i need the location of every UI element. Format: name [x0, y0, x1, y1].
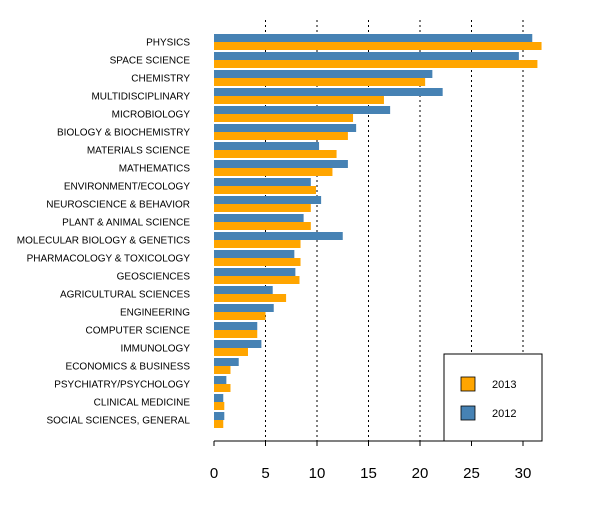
bar-2013-plant-animal-science	[214, 222, 311, 230]
bar-2013-agricultural-sciences	[214, 294, 287, 302]
bar-2013-geosciences	[214, 276, 300, 284]
legend: 2013 2012	[443, 353, 543, 442]
bar-2012-neuroscience-behavior	[214, 196, 322, 204]
category-label-environment-ecology: ENVIRONMENT/ECOLOGY	[64, 182, 190, 193]
bar-2013-mathematics	[214, 168, 333, 176]
bar-2013-biology-biochemistry	[214, 132, 348, 140]
category-label-space-science: SPACE SCIENCE	[110, 56, 191, 67]
bar-2013-economics-business	[214, 366, 231, 374]
tick-label-20: 20	[412, 465, 429, 482]
bar-2012-multidisciplinary	[214, 88, 443, 96]
bar-2013-neuroscience-behavior	[214, 204, 311, 212]
category-label-psychiatry-psychology: PSYCHIATRY/PSYCHOLOGY	[54, 380, 190, 391]
bar-2013-space-science	[214, 60, 538, 68]
bar-2013-environment-ecology	[214, 186, 316, 194]
legend-box	[443, 353, 543, 442]
bar-2013-pharmacology-toxicology	[214, 258, 301, 266]
tick-label-15: 15	[360, 465, 377, 482]
category-label-computer-science: COMPUTER SCIENCE	[86, 326, 191, 337]
bar-2013-chemistry	[214, 78, 426, 86]
bar-2013-multidisciplinary	[214, 96, 384, 104]
category-label-physics: PHYSICS	[146, 38, 190, 49]
tick-label-5: 5	[261, 465, 269, 482]
bar-2012-geosciences	[214, 268, 296, 276]
x-axis-ticks: 0 5 10 15 20 25 30	[210, 441, 532, 482]
bar-2012-social-sciences-general	[214, 412, 225, 420]
bar-2013-social-sciences-general	[214, 420, 224, 428]
bar-2013-psychiatry-psychology	[214, 384, 231, 392]
bar-2012-space-science	[214, 52, 519, 60]
bar-2013-microbiology	[214, 114, 354, 122]
category-label-engineering: ENGINEERING	[120, 308, 190, 319]
category-label-social-sciences-general: SOCIAL SCIENCES, GENERAL	[46, 416, 190, 427]
bar-2012-computer-science	[214, 322, 258, 330]
category-label-multidisciplinary: MULTIDISCIPLINARY	[91, 92, 190, 103]
bar-2012-materials-science	[214, 142, 320, 150]
category-label-immunology: IMMUNOLOGY	[121, 344, 191, 355]
bar-2013-computer-science	[214, 330, 258, 338]
category-label-mathematics: MATHEMATICS	[119, 164, 191, 175]
bar-2012-environment-ecology	[214, 178, 311, 186]
category-label-chemistry: CHEMISTRY	[131, 74, 190, 85]
bar-2012-psychiatry-psychology	[214, 376, 227, 384]
category-label-economics-business: ECONOMICS & BUSINESS	[66, 362, 191, 373]
tick-label-10: 10	[309, 465, 326, 482]
category-label-materials-science: MATERIALS SCIENCE	[87, 146, 190, 157]
category-label-molecular-biology-genetics: MOLECULAR BIOLOGY & GENETICS	[17, 236, 191, 247]
bar-2013-engineering	[214, 312, 266, 320]
tick-label-0: 0	[210, 465, 218, 482]
bar-2012-biology-biochemistry	[214, 124, 357, 132]
category-labels: PHYSICS SPACE SCIENCE CHEMISTRY MULTIDISCIP…	[17, 38, 191, 427]
bar-2013-materials-science	[214, 150, 337, 158]
bar-2013-immunology	[214, 348, 248, 356]
bar-2012-molecular-biology-genetics	[214, 232, 343, 240]
bar-2012-engineering	[214, 304, 274, 312]
legend-swatch-2012	[460, 405, 476, 421]
bar-2012-chemistry	[214, 70, 433, 78]
category-label-pharmacology-toxicology: PHARMACOLOGY & TOXICOLOGY	[27, 254, 191, 265]
legend-label-2013: 2013	[492, 379, 516, 391]
legend-label-2012: 2012	[492, 408, 516, 420]
bar-2012-plant-animal-science	[214, 214, 304, 222]
bar-2013-clinical-medicine	[214, 402, 225, 410]
tick-label-30: 30	[515, 465, 532, 482]
category-label-agricultural-sciences: AGRICULTURAL SCIENCES	[60, 290, 190, 301]
bar-2012-microbiology	[214, 106, 391, 114]
bar-2012-physics	[214, 34, 533, 42]
bar-2012-economics-business	[214, 358, 239, 366]
tick-label-25: 25	[463, 465, 480, 482]
category-label-neuroscience-behavior: NEUROSCIENCE & BEHAVIOR	[46, 200, 190, 211]
bar-2012-agricultural-sciences	[214, 286, 273, 294]
category-label-microbiology: MICROBIOLOGY	[112, 110, 191, 121]
legend-swatch-2013	[460, 376, 476, 392]
bar-2012-immunology	[214, 340, 262, 348]
category-label-plant-animal-science: PLANT & ANIMAL SCIENCE	[62, 218, 190, 229]
category-label-clinical-medicine: CLINICAL MEDICINE	[94, 398, 191, 409]
category-label-biology-biochemistry: BIOLOGY & BIOCHEMISTRY	[57, 128, 190, 139]
bar-2012-clinical-medicine	[214, 394, 224, 402]
category-label-geosciences: GEOSCIENCES	[117, 272, 191, 283]
bar-2013-molecular-biology-genetics	[214, 240, 301, 248]
bars	[214, 34, 542, 428]
bar-2013-physics	[214, 42, 542, 50]
bar-2012-mathematics	[214, 160, 348, 168]
bar-2012-pharmacology-toxicology	[214, 250, 295, 258]
